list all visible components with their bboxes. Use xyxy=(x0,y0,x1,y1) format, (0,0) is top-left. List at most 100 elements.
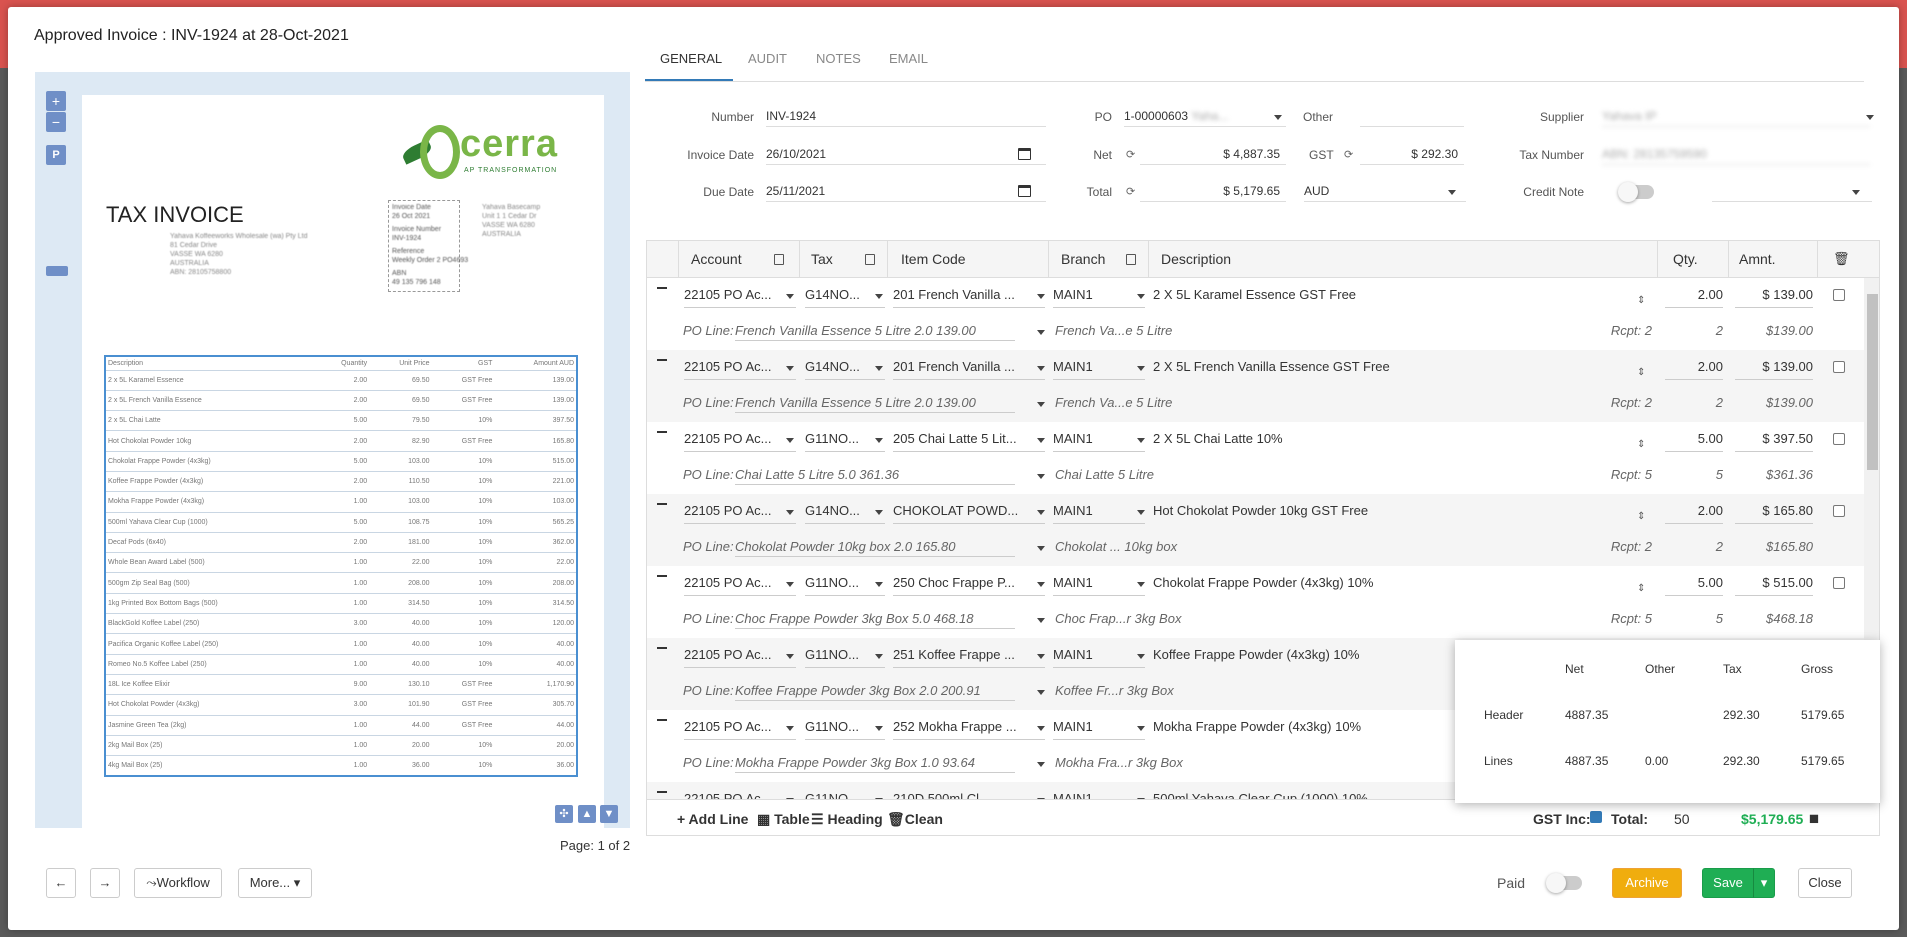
description-field[interactable]: Chokolat Frappe Powder (4x3kg) 10% xyxy=(1153,575,1374,590)
po-line-select[interactable]: Chai Latte 5 Litre 5.0 361.36 xyxy=(735,467,1015,485)
chevron-down-icon[interactable] xyxy=(1037,582,1045,587)
copy-icon[interactable] xyxy=(865,254,875,265)
description-field[interactable]: Koffee Frappe Powder (4x3kg) 10% xyxy=(1153,647,1360,662)
branch-select[interactable]: MAIN1 xyxy=(1053,428,1145,452)
supplier-select[interactable]: Yahava IP xyxy=(1602,105,1870,127)
chevron-down-icon[interactable] xyxy=(1037,762,1045,767)
collapse-row-icon[interactable] xyxy=(657,359,667,361)
chevron-down-icon[interactable] xyxy=(786,510,794,515)
col-amount[interactable]: Amnt. xyxy=(1739,251,1776,267)
row-checkbox[interactable] xyxy=(1833,577,1845,589)
qty-field[interactable]: 2.00 xyxy=(1665,356,1723,380)
chevron-down-icon[interactable] xyxy=(1137,654,1145,659)
description-field[interactable]: Hot Chokolat Powder 10kg GST Free xyxy=(1153,503,1369,518)
tax-select[interactable]: G11NO... xyxy=(805,716,885,740)
chevron-down-icon[interactable] xyxy=(1037,438,1045,443)
po-line-select[interactable]: French Vanilla Essence 5 Litre 2.0 139.0… xyxy=(735,323,1015,341)
chevron-down-icon[interactable] xyxy=(875,510,883,515)
item-code-select[interactable]: 250 Choc Frappe P... xyxy=(893,572,1045,596)
other-field[interactable] xyxy=(1360,105,1464,127)
total-field[interactable]: $ 5,179.65 xyxy=(1140,180,1286,202)
item-code-select[interactable]: CHOKOLAT POWD... xyxy=(893,500,1045,524)
more-button[interactable]: More... ▾ xyxy=(238,868,312,898)
collapse-row-icon[interactable] xyxy=(657,431,667,433)
chevron-down-icon[interactable] xyxy=(1137,582,1145,587)
tab-general[interactable]: GENERAL xyxy=(660,51,723,66)
chevron-down-icon[interactable] xyxy=(1852,190,1860,195)
amount-field[interactable]: $ 139.00 xyxy=(1735,356,1813,380)
collapse-row-icon[interactable] xyxy=(657,575,667,577)
close-button[interactable]: Close xyxy=(1798,868,1852,898)
due-date-field[interactable]: 25/11/2021 xyxy=(766,180,1046,202)
page-up-icon[interactable]: ▲ xyxy=(578,805,596,823)
tab-email[interactable]: EMAIL xyxy=(889,51,929,66)
item-code-select[interactable]: 251 Koffee Frappe ... xyxy=(893,644,1045,668)
tax-select[interactable]: G14NO... xyxy=(805,356,885,380)
row-checkbox[interactable] xyxy=(1833,361,1845,373)
clean-button[interactable]: 🗑Clean xyxy=(887,811,943,827)
collapse-row-icon[interactable] xyxy=(657,287,667,289)
chevron-down-icon[interactable] xyxy=(1037,402,1045,407)
branch-select[interactable]: MAIN1 xyxy=(1053,284,1145,308)
chevron-down-icon[interactable] xyxy=(786,366,794,371)
tab-audit[interactable]: AUDIT xyxy=(748,51,787,66)
col-tax[interactable]: Tax xyxy=(811,251,833,267)
description-field[interactable]: 2 X 5L Chai Latte 10% xyxy=(1153,431,1283,446)
item-code-select[interactable]: 252 Mokha Frappe ... xyxy=(893,716,1045,740)
qty-field[interactable]: 5.00 xyxy=(1665,428,1723,452)
chevron-down-icon[interactable] xyxy=(1037,690,1045,695)
po-line-select[interactable]: Mokha Frappe Powder 3kg Box 1.0 93.64 xyxy=(735,755,1015,773)
archive-button[interactable]: Archive xyxy=(1612,868,1682,898)
tab-notes[interactable]: NOTES xyxy=(816,51,861,66)
po-line-select[interactable]: Chokolat Powder 10kg box 2.0 165.80 xyxy=(735,539,1015,557)
gst-inc-checkbox[interactable] xyxy=(1590,811,1602,823)
chevron-down-icon[interactable] xyxy=(1137,510,1145,515)
tax-select[interactable]: G11NO... xyxy=(805,428,885,452)
chevron-down-icon[interactable] xyxy=(1137,366,1145,371)
branch-select[interactable]: MAIN1 xyxy=(1053,572,1145,596)
chevron-down-icon[interactable] xyxy=(875,438,883,443)
col-qty[interactable]: Qty. xyxy=(1673,251,1698,267)
item-code-select[interactable]: 205 Chai Latte 5 Lit... xyxy=(893,428,1045,452)
chevron-down-icon[interactable] xyxy=(1037,726,1045,731)
col-branch[interactable]: Branch xyxy=(1061,251,1106,267)
chevron-down-icon[interactable] xyxy=(1037,330,1045,335)
currency-select[interactable]: AUD xyxy=(1304,180,1466,202)
account-select[interactable]: 22105 PO Ac... xyxy=(684,356,796,380)
table-button[interactable]: ▦ Table xyxy=(757,811,810,827)
account-select[interactable]: 22105 PO Ac... xyxy=(684,644,796,668)
account-select[interactable]: 22105 PO Ac... xyxy=(684,500,796,524)
zoom-out-button[interactable]: − xyxy=(46,112,66,132)
workflow-button[interactable]: ⤳Workflow xyxy=(134,868,222,898)
heading-button[interactable]: ☰ Heading xyxy=(811,811,883,827)
amount-field[interactable]: $ 139.00 xyxy=(1735,284,1813,308)
row-checkbox[interactable] xyxy=(1833,505,1845,517)
po-line-select[interactable]: Choc Frappe Powder 3kg Box 5.0 468.18 xyxy=(735,611,1015,629)
chevron-down-icon[interactable] xyxy=(786,726,794,731)
trash-icon[interactable]: 🗑 xyxy=(1833,251,1850,266)
number-field[interactable]: INV-1924 xyxy=(766,105,1046,127)
zoom-slider-handle[interactable] xyxy=(46,266,68,276)
chevron-down-icon[interactable] xyxy=(875,366,883,371)
gst-field[interactable]: $ 292.30 xyxy=(1360,143,1464,165)
chevron-down-icon[interactable] xyxy=(786,294,794,299)
collapse-row-icon[interactable] xyxy=(657,791,667,793)
description-field[interactable]: 2 X 5L French Vanilla Essence GST Free xyxy=(1153,359,1390,374)
tax-select[interactable]: G14NO... xyxy=(805,284,885,308)
col-account[interactable]: Account xyxy=(691,251,742,267)
amount-field[interactable]: $ 165.80 xyxy=(1735,500,1813,524)
net-field[interactable]: $ 4,887.35 xyxy=(1140,143,1286,165)
po-select[interactable]: 1-00000603 Yaha... xyxy=(1124,105,1286,127)
sort-updown-icon[interactable]: ⇕ xyxy=(1637,367,1646,378)
branch-select[interactable]: MAIN1 xyxy=(1053,644,1145,668)
copy-icon[interactable] xyxy=(1126,254,1136,265)
chevron-down-icon[interactable] xyxy=(786,438,794,443)
tax-number-field[interactable]: ABN: 28135759590 xyxy=(1602,143,1870,165)
refresh-icon[interactable]: ⟳ xyxy=(1126,149,1136,161)
prev-button[interactable]: ← xyxy=(46,868,76,898)
chevron-down-icon[interactable] xyxy=(1037,510,1045,515)
qty-field[interactable]: 5.00 xyxy=(1665,572,1723,596)
account-select[interactable]: 22105 PO Ac... xyxy=(684,284,796,308)
invoice-date-field[interactable]: 26/10/2021 xyxy=(766,143,1046,165)
tax-select[interactable]: G11NO... xyxy=(805,572,885,596)
